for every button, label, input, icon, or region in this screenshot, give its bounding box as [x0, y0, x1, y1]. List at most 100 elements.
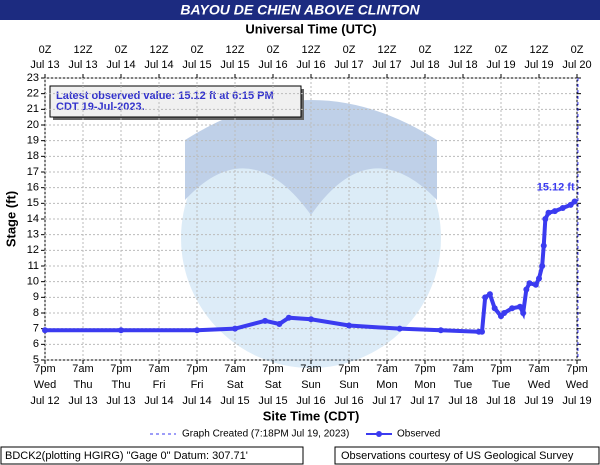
x-tick-label: Sat: [227, 379, 244, 391]
x-tick-label: Sat: [265, 379, 282, 391]
data-point: [396, 325, 403, 332]
x2-tick-label: Jul 18: [410, 59, 439, 71]
footer-box: [0, 446, 304, 465]
data-point: [491, 305, 498, 312]
data-point: [517, 303, 523, 310]
x2-tick-label: Jul 15: [182, 59, 211, 71]
x-tick-label: Sun: [339, 379, 359, 391]
x2-tick-label: Jul 19: [524, 59, 553, 71]
annotation: CDT 19-Jul-2023.: [56, 101, 145, 113]
data-point: [532, 281, 539, 288]
x2-tick-label: 0Z: [191, 44, 204, 56]
x2-tick-label: 0Z: [495, 44, 508, 56]
x2-tick-label: Jul 16: [258, 59, 287, 71]
annotation-box: [49, 85, 302, 118]
x-tick-label: 7pm: [414, 363, 435, 375]
y-tick-label: 18: [27, 150, 39, 162]
x2-tick-label: Jul 17: [372, 59, 401, 71]
x-tick-label: Fri: [153, 379, 166, 391]
data-point: [559, 205, 566, 212]
data-point: [536, 275, 542, 282]
data-point: [542, 216, 549, 222]
footer-right: Observations courtesy of US Geological S…: [341, 450, 574, 462]
x-tick-label: Thu: [74, 379, 93, 391]
y-tick-label: 14: [27, 213, 39, 225]
y-tick-label: 17: [27, 166, 39, 178]
x-tick-label: 7am: [528, 363, 549, 375]
legend-observed-marker: [376, 431, 382, 437]
y-tick-label: 8: [33, 307, 39, 319]
x-tick-label: 7pm: [186, 363, 207, 375]
x-tick-label: Tue: [492, 379, 511, 391]
x-tick-label: Jul 13: [68, 395, 97, 407]
x2-tick-label: Jul 13: [30, 59, 59, 71]
title-bar: [0, 0, 600, 20]
x2-tick-label: Jul 18: [448, 59, 477, 71]
x-tick-label: Jul 18: [486, 395, 515, 407]
data-point: [482, 294, 489, 301]
x-tick-label: 7am: [148, 363, 169, 375]
data-point: [262, 317, 269, 324]
x-tick-label: Wed: [528, 379, 550, 391]
x2-tick-label: Jul 17: [334, 59, 363, 71]
y-tick-label: 9: [33, 291, 39, 303]
x-tick-label: Mon: [414, 379, 435, 391]
x-tick-label: Jul 12: [30, 395, 59, 407]
x-tick-label: Jul 15: [258, 395, 287, 407]
data-point: [285, 314, 292, 321]
x-tick-label: Jul 14: [182, 395, 211, 407]
x-tick-label: Jul 13: [106, 395, 135, 407]
x-tick-label: Jul 17: [410, 395, 439, 407]
x2-tick-label: Jul 14: [144, 59, 173, 71]
data-point: [308, 316, 314, 323]
data-point: [539, 263, 546, 269]
x-tick-label: 7am: [376, 363, 397, 375]
x2-tick-label: 12Z: [302, 44, 321, 56]
end-label: 15.12 ft: [537, 181, 575, 193]
x-tick-label: 7am: [224, 363, 245, 375]
data-point: [479, 328, 485, 335]
x-tick-label: 7pm: [490, 363, 511, 375]
data-point: [526, 280, 533, 287]
y-tick-label: 16: [27, 182, 39, 194]
x-tick-label: Jul 16: [296, 395, 325, 407]
data-point: [437, 327, 444, 334]
data-point: [194, 327, 200, 334]
x2-tick-label: 12Z: [226, 44, 245, 56]
data-point: [42, 327, 48, 334]
legend-label: Observed: [397, 429, 440, 440]
x2-tick-label: 0Z: [115, 44, 128, 56]
x2-tick-label: Jul 16: [296, 59, 325, 71]
x-tick-label: 7pm: [566, 363, 587, 375]
x-tick-label: Sun: [301, 379, 321, 391]
x-tick-label: Thu: [112, 379, 131, 391]
data-point: [346, 322, 352, 329]
y-tick-label: 22: [27, 88, 39, 100]
x-tick-label: 7pm: [34, 363, 55, 375]
y-tick-label: 5: [33, 354, 39, 366]
x2-tick-label: Jul 14: [106, 59, 135, 71]
data-point: [509, 305, 516, 312]
x-tick-label: Mon: [376, 379, 397, 391]
y-tick-label: 15: [27, 197, 39, 209]
y-tick-label: 21: [27, 103, 39, 115]
x2-tick-label: 0Z: [39, 44, 52, 56]
data-point: [571, 198, 578, 205]
data-point: [551, 208, 558, 215]
data-point: [523, 286, 530, 293]
x-tick-label: 7am: [72, 363, 93, 375]
x2-tick-label: Jul 20: [562, 59, 591, 71]
x-tick-label: Jul 19: [524, 395, 553, 407]
x-tick-label: Wed: [566, 379, 588, 391]
x-tick-label: Jul 16: [334, 395, 363, 407]
y-tick-label: 13: [27, 229, 39, 241]
x-axis-title: Site Time (CDT): [263, 408, 360, 423]
data-point: [118, 327, 124, 334]
x-tick-label: Jul 19: [562, 395, 591, 407]
x-tick-label: Tue: [454, 379, 473, 391]
data-point: [486, 291, 493, 298]
x2-tick-label: 0Z: [343, 44, 356, 56]
y-tick-label: 7: [33, 323, 39, 335]
x2-tick-label: 0Z: [571, 44, 584, 56]
y-tick-label: 11: [28, 260, 39, 272]
